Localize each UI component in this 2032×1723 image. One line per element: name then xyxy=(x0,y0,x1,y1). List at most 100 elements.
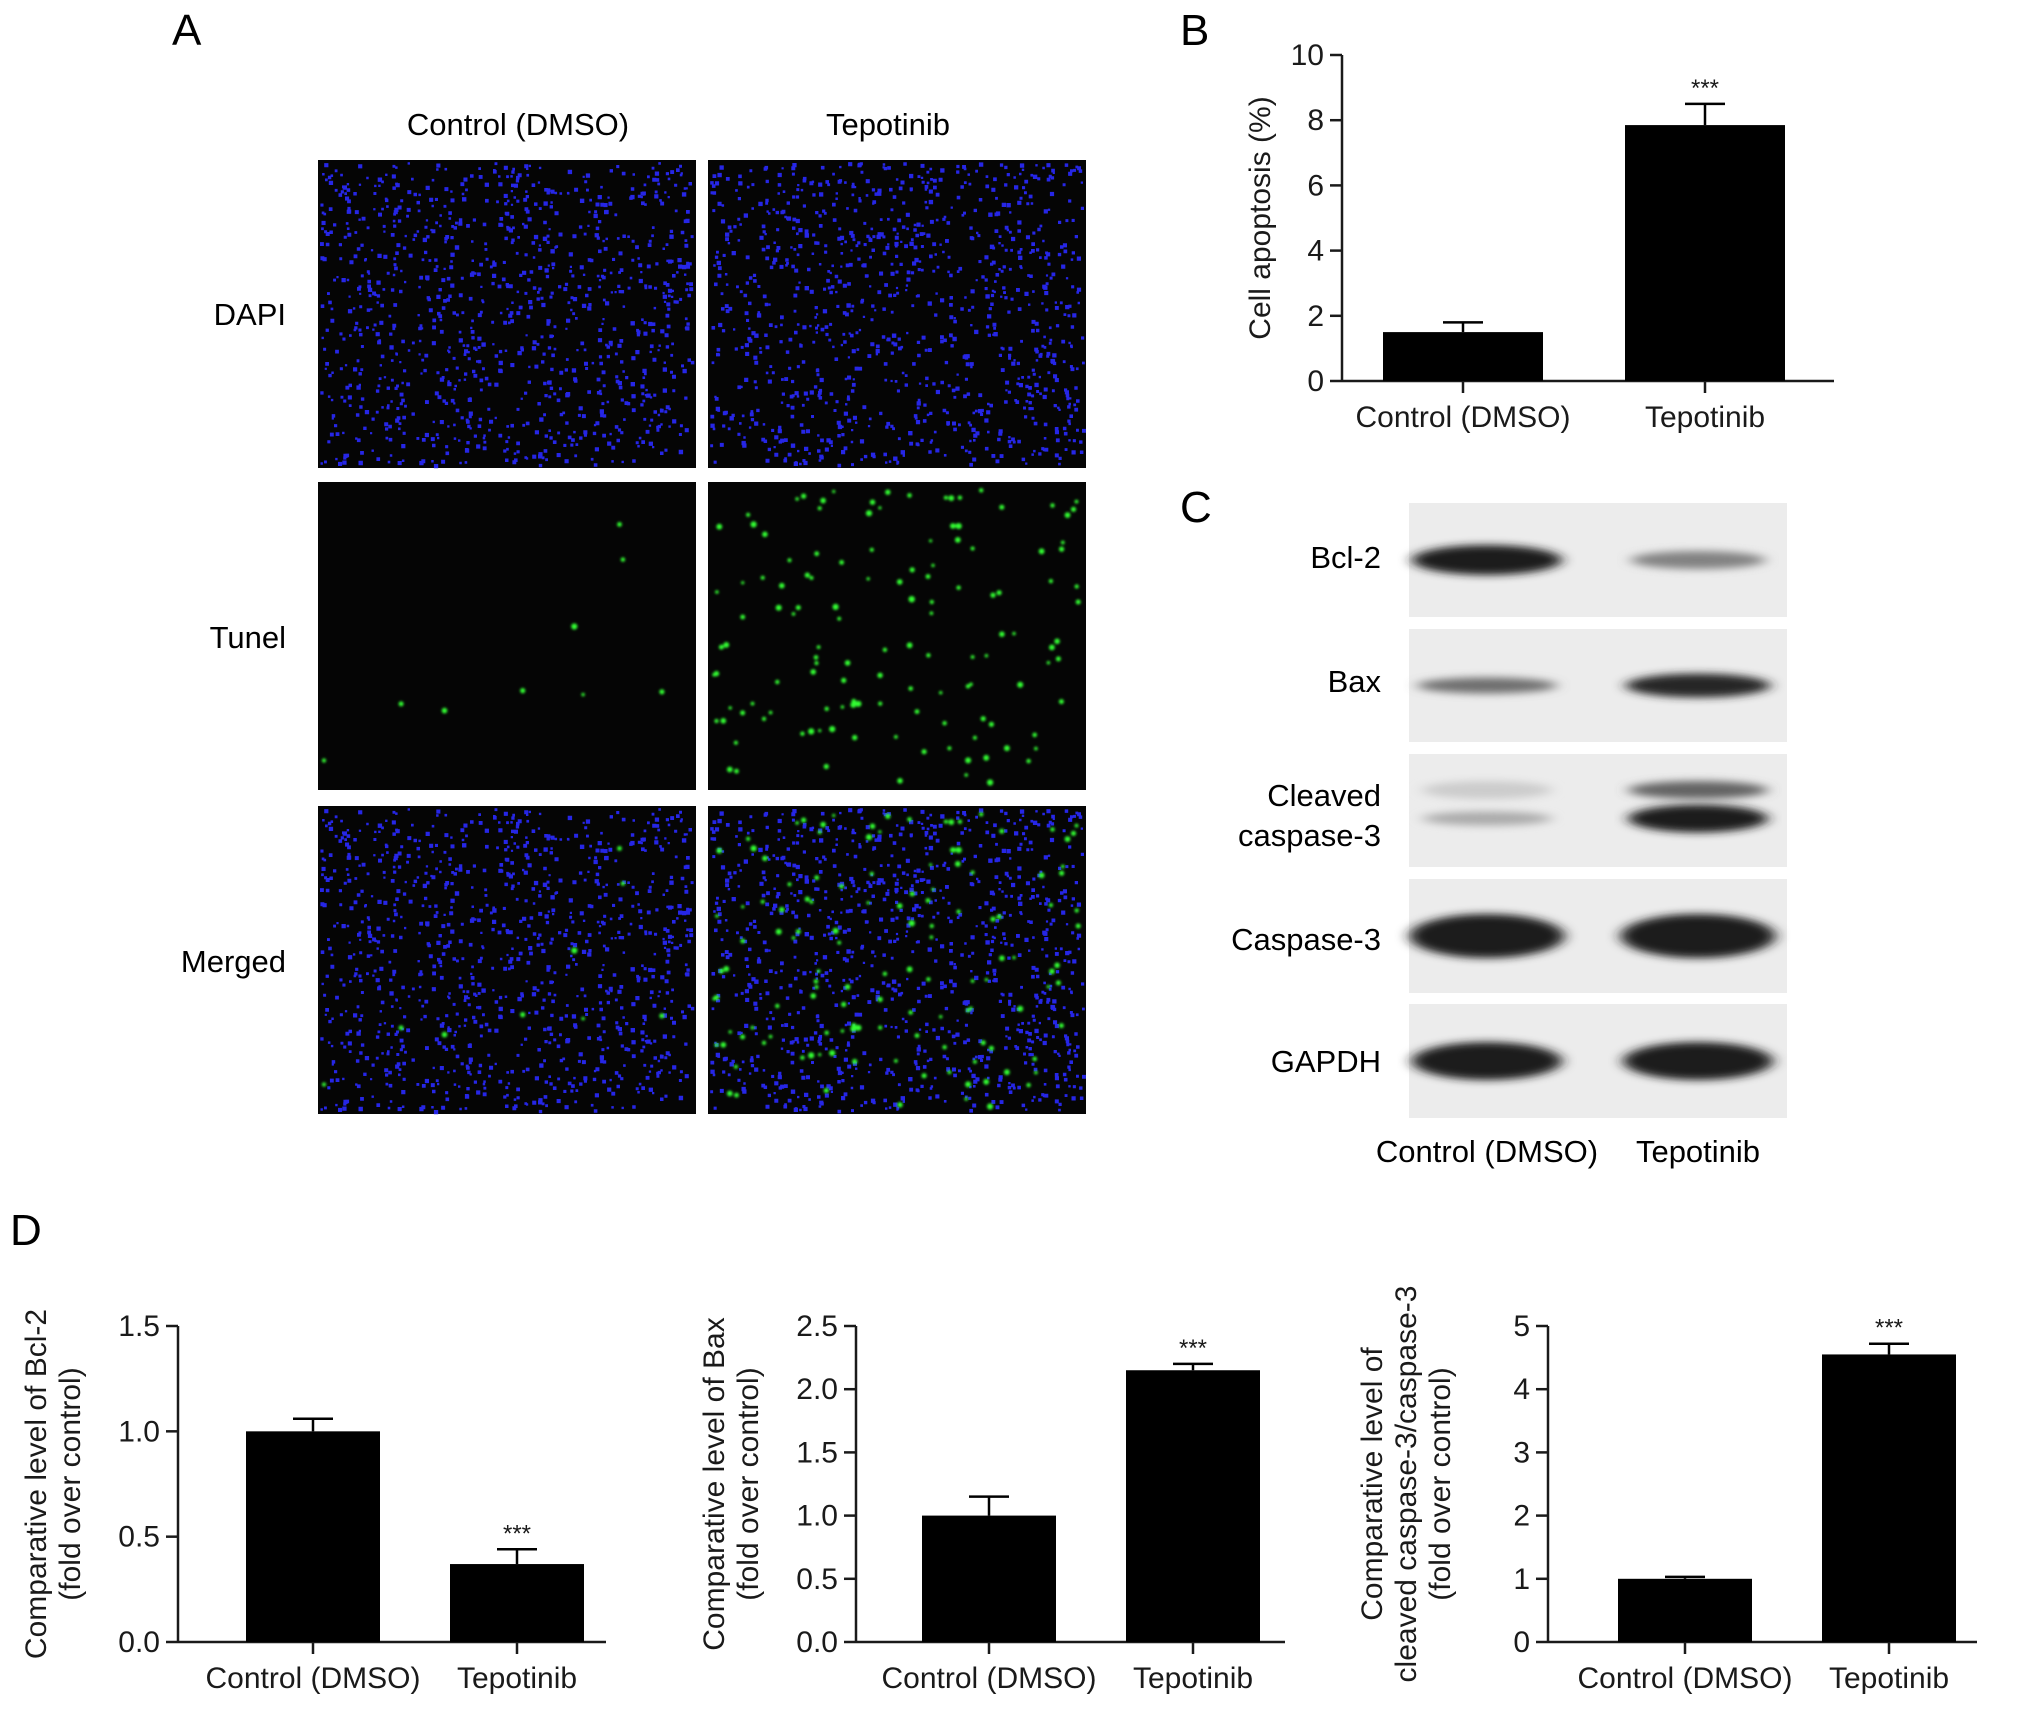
bar-control xyxy=(1618,1578,1752,1642)
tunel-dot xyxy=(741,905,745,909)
image-background xyxy=(708,806,1086,1114)
y-tick-label: 2.0 xyxy=(796,1373,838,1406)
tunel-dot xyxy=(832,603,839,611)
tunel-dot xyxy=(823,763,829,770)
tunel-dot xyxy=(715,590,719,594)
tunel-dot xyxy=(1050,503,1055,508)
tunel-dot xyxy=(1075,923,1081,929)
tunel-dot xyxy=(852,1058,858,1065)
protein-band-tepotinib xyxy=(1630,551,1766,569)
tunel-dot xyxy=(865,510,873,517)
tunel-dot xyxy=(987,1103,994,1110)
tunel-dot xyxy=(1050,827,1055,832)
western-blot-strip-4 xyxy=(1409,879,1787,993)
tunel-dot xyxy=(943,819,949,824)
western-blot-strip-5 xyxy=(1409,1004,1787,1118)
protein-band-tepotinib xyxy=(1620,914,1776,958)
tunel-dot xyxy=(801,817,807,823)
tunel-dot xyxy=(750,1025,755,1030)
tunel-dot xyxy=(851,1022,857,1028)
tunel-dot xyxy=(869,823,876,829)
western-blot xyxy=(1409,503,1787,1118)
x-tick-label: Tepotinib xyxy=(1133,1662,1253,1695)
tunel-dot xyxy=(909,567,915,573)
tunel-dot xyxy=(726,1090,733,1097)
tunel-dot xyxy=(929,611,934,615)
tunel-dot xyxy=(814,875,820,881)
tunel-dot xyxy=(980,716,986,722)
tunel-dot xyxy=(814,551,820,557)
tunel-dot xyxy=(791,612,796,616)
tunel-dot xyxy=(987,779,994,786)
tunel-dot xyxy=(659,689,665,695)
y-tick-label: 1 xyxy=(1513,1563,1530,1596)
panel-b-letter: B xyxy=(1180,6,1209,55)
tunel-dot xyxy=(969,1006,973,1011)
tunel-dot xyxy=(720,1042,727,1048)
tunel-dot xyxy=(950,523,956,529)
western-blot-band-label-gapdh: GAPDH xyxy=(1271,1044,1381,1079)
tunel-dot xyxy=(925,574,931,579)
tunel-dot xyxy=(818,729,822,733)
tunel-dot xyxy=(817,830,822,835)
tunel-dot xyxy=(800,731,805,736)
microscopy-image-merged-control xyxy=(318,806,696,1115)
tunel-dot xyxy=(931,563,935,568)
tunel-dot xyxy=(775,928,782,935)
tunel-dot xyxy=(809,575,814,580)
tunel-dot xyxy=(851,698,857,704)
tunel-dot xyxy=(914,1033,920,1038)
x-tick-label: Tepotinib xyxy=(457,1662,577,1695)
tunel-dot xyxy=(620,881,626,886)
tunel-dot xyxy=(939,691,943,695)
tunel-dot xyxy=(990,916,996,922)
tunel-dot xyxy=(775,679,780,685)
tunel-dot xyxy=(984,978,989,982)
image-background xyxy=(708,160,1086,468)
tunel-dot xyxy=(906,966,913,973)
tunel-dot xyxy=(1064,512,1071,518)
y-tick-label: 0.0 xyxy=(796,1626,838,1659)
tunel-dot xyxy=(865,834,873,841)
tunel-dot xyxy=(832,813,836,818)
tunel-dot xyxy=(999,504,1005,510)
bax-level-bar-chart: 0.0 0.5 1.0 1.5 2.0 2.5 Control (DMSO) Tepotini… xyxy=(698,1310,1285,1695)
tunel-dot xyxy=(942,1045,947,1050)
y-tick-label: 0.5 xyxy=(796,1563,838,1596)
tunel-dot xyxy=(1012,955,1016,960)
tunel-dot xyxy=(965,684,971,689)
western-blot-band-label-cleaved-caspase-3-line2: caspase-3 xyxy=(1238,818,1381,853)
tunel-dot xyxy=(760,899,765,904)
tunel-dot xyxy=(829,726,836,733)
tunel-dot xyxy=(907,493,912,498)
tunel-dot xyxy=(1004,745,1010,752)
y-tick-label: 2 xyxy=(1307,300,1324,333)
tunel-dot xyxy=(832,489,836,494)
tunel-dot xyxy=(983,1078,990,1085)
tunel-dot xyxy=(713,670,720,677)
tunel-dot xyxy=(907,817,912,822)
tunel-positive-cells xyxy=(712,812,1081,1110)
western-blot-lane-label-tepotinib: Tepotinib xyxy=(1636,1134,1760,1169)
protein-band-tepotinib xyxy=(1625,673,1771,698)
tunel-positive-cells xyxy=(321,846,665,1087)
tunel-dot xyxy=(810,993,816,999)
tunel-dot xyxy=(866,901,870,905)
tunel-dot xyxy=(970,870,975,875)
tunel-dot xyxy=(808,1052,815,1059)
tunel-dot xyxy=(908,596,915,603)
tunel-dot xyxy=(840,705,845,709)
tunel-dot xyxy=(869,547,874,552)
panel-a-row-label-merged: Merged xyxy=(181,944,286,979)
tunel-dot xyxy=(795,821,799,825)
tunel-dot xyxy=(955,523,962,530)
tunel-dot xyxy=(795,497,799,501)
tunel-dot xyxy=(897,778,903,784)
y-tick-label: 1.0 xyxy=(796,1500,838,1533)
tunel-dot xyxy=(885,489,891,495)
significance-marker: *** xyxy=(1179,1335,1207,1362)
tunel-dot xyxy=(1048,903,1053,908)
tunel-dot xyxy=(832,927,839,935)
tunel-dot xyxy=(716,523,723,530)
panel-a-column-label-tepotinib: Tepotinib xyxy=(826,107,950,142)
